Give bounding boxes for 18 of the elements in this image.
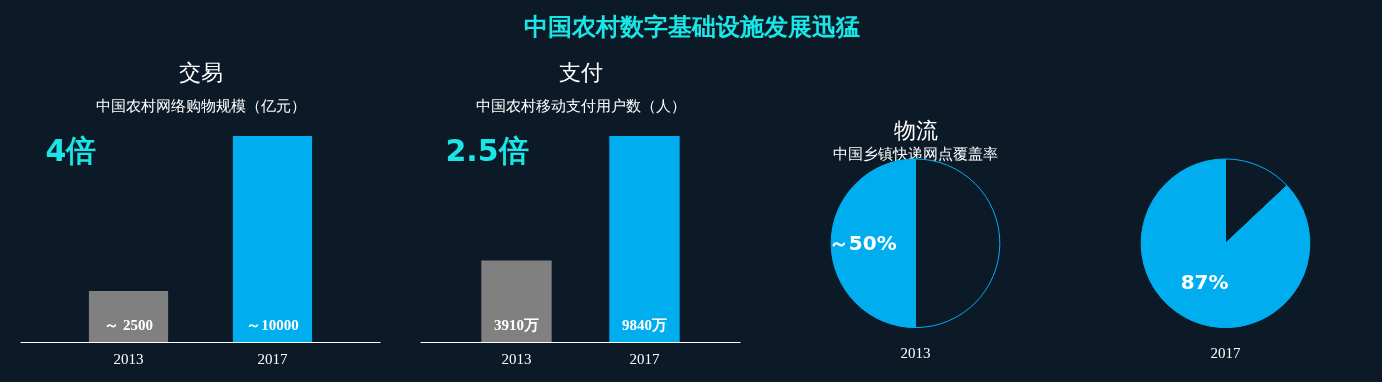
chart-title: 支付: [558, 59, 603, 85]
data-label: ～10000: [246, 316, 299, 333]
x-tick-label: 2013: [501, 350, 532, 367]
annotation: 2.5倍: [445, 132, 529, 168]
chart-subtitle: 中国农村网络购物规模（亿元）: [95, 96, 306, 115]
x-tick-label: 2017: [257, 350, 288, 367]
data-label: 3910万: [494, 316, 539, 333]
annotation: 4倍: [45, 132, 97, 168]
x-tick-label: 2013: [113, 350, 144, 367]
data-label: ～ 2500: [104, 316, 153, 333]
x-tick-label: 2017: [629, 350, 660, 367]
chart-title: 交易: [178, 59, 223, 85]
chart-subtitle: 中国农村移动支付用户数（人）: [475, 96, 686, 115]
data-label: 87%: [1180, 269, 1229, 294]
text: 中国农村数字基础设施发展迅猛: [523, 12, 860, 41]
data-label: ～50%: [828, 231, 897, 256]
chart-title: 物流: [893, 118, 938, 144]
data-label: 9840万: [622, 316, 667, 333]
